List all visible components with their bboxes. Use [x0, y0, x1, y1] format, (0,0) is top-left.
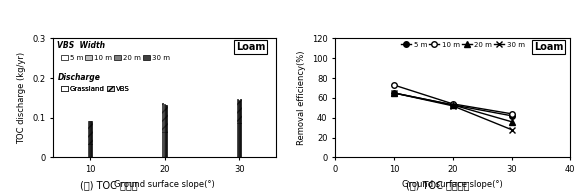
Bar: [165, 105, 166, 132]
Legend: 5 m, 10 m, 20 m, 30 m: 5 m, 10 m, 20 m, 30 m: [401, 42, 524, 48]
Bar: [237, 122, 238, 157]
Bar: [163, 132, 165, 157]
Bar: [238, 122, 239, 157]
Bar: [90, 144, 91, 157]
Text: Discharge: Discharge: [58, 73, 101, 82]
Bar: [237, 99, 238, 122]
5 m: [449, 104, 456, 106]
30 m: [449, 105, 456, 107]
5 m: [508, 115, 515, 117]
Line: 30 m: 30 m: [391, 90, 514, 132]
10 m: [390, 84, 397, 86]
Text: (나) TOC 저감효율: (나) TOC 저감효율: [406, 180, 470, 190]
Bar: [89, 144, 90, 157]
Y-axis label: TOC discharge (kg/yr): TOC discharge (kg/yr): [18, 52, 26, 144]
Bar: [166, 105, 167, 132]
Bar: [239, 101, 240, 122]
Bar: [89, 121, 90, 144]
Text: (가) TOC 유출량: (가) TOC 유출량: [80, 180, 138, 190]
Bar: [239, 122, 240, 157]
Bar: [91, 121, 92, 144]
10 m: [508, 113, 515, 115]
Bar: [166, 132, 167, 157]
Y-axis label: Removal efficiency(%): Removal efficiency(%): [297, 51, 306, 145]
Line: 10 m: 10 m: [391, 82, 514, 117]
Bar: [238, 100, 239, 122]
Bar: [162, 132, 163, 157]
X-axis label: Ground surface slope(°): Ground surface slope(°): [402, 180, 503, 189]
10 m: [449, 103, 456, 105]
Text: Loam: Loam: [236, 42, 265, 52]
20 m: [390, 92, 397, 94]
5 m: [390, 92, 397, 94]
20 m: [508, 121, 515, 123]
Text: VBS  Width: VBS Width: [58, 41, 105, 50]
30 m: [390, 92, 397, 94]
Bar: [162, 103, 163, 132]
Bar: [165, 132, 166, 157]
Legend: Grassland, VBS: Grassland, VBS: [61, 86, 129, 92]
Bar: [88, 121, 89, 144]
Bar: [88, 144, 89, 157]
Bar: [90, 121, 91, 144]
Bar: [91, 144, 92, 157]
Bar: [163, 104, 165, 132]
30 m: [508, 128, 515, 131]
Bar: [240, 99, 241, 122]
X-axis label: Ground surface slope(°): Ground surface slope(°): [114, 180, 215, 189]
Line: 5 m: 5 m: [391, 90, 514, 118]
Line: 20 m: 20 m: [391, 90, 514, 124]
Bar: [240, 122, 241, 157]
Text: Loam: Loam: [534, 42, 563, 52]
20 m: [449, 104, 456, 106]
